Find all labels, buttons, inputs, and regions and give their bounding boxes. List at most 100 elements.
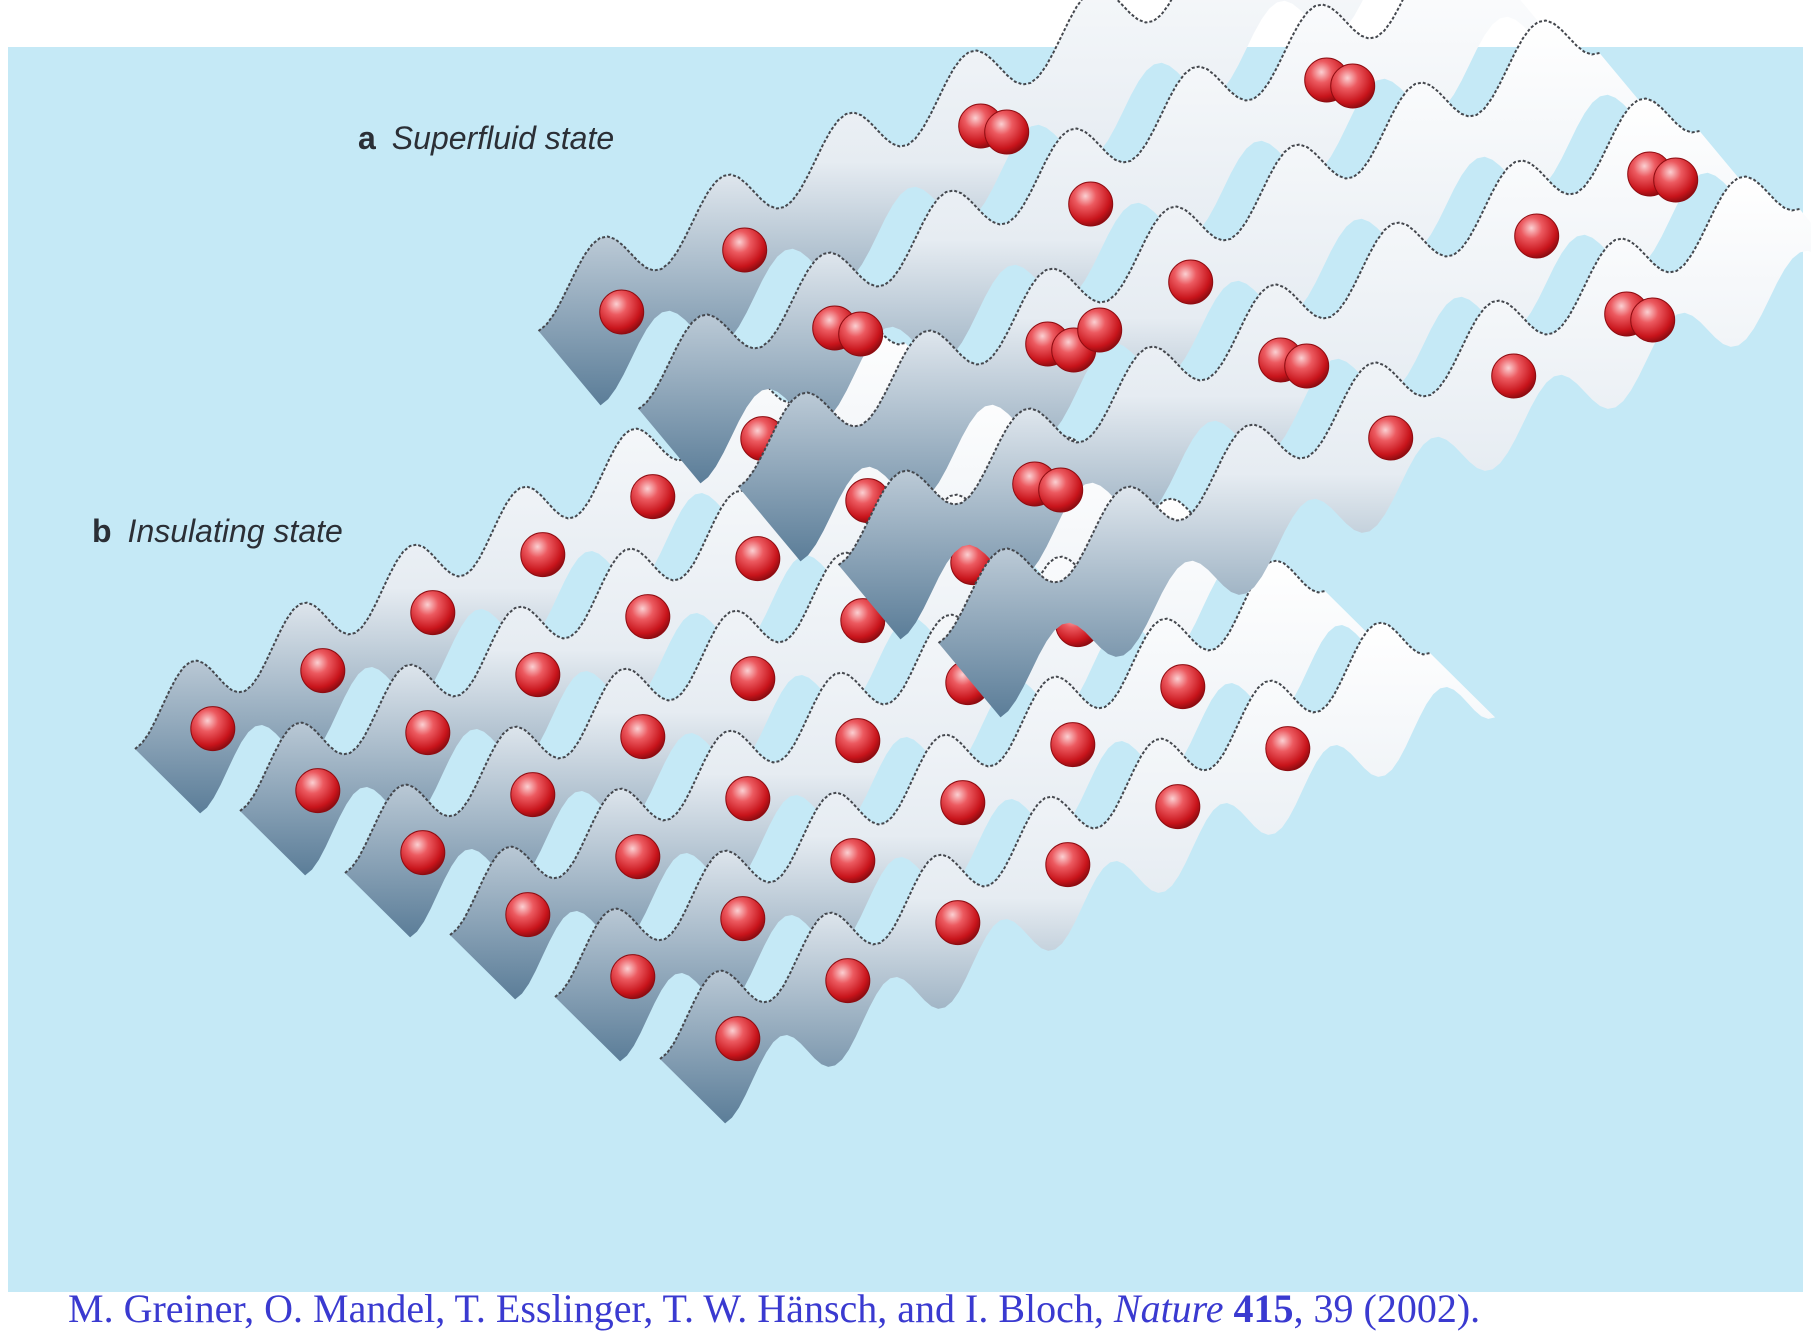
atom-group: [295, 768, 341, 814]
atom: [630, 474, 676, 520]
atom: [720, 896, 766, 942]
atom-group: [1514, 213, 1560, 259]
lattice-row: [659, 621, 1496, 1124]
atom: [410, 590, 456, 636]
lattice-crest-line: [537, 0, 1173, 332]
atom-group: [1265, 726, 1311, 772]
atom: [725, 776, 771, 822]
citation-pages-year: , 39 (2002).: [1293, 1286, 1481, 1331]
atom: [1330, 63, 1376, 109]
atom-group: [1025, 307, 1123, 373]
atom: [730, 656, 776, 702]
lattice-crest-line: [737, 19, 1600, 488]
atom-group: [410, 590, 456, 636]
atom-group: [1304, 57, 1376, 109]
atom-group: [1045, 842, 1091, 888]
lattice-crest-line: [554, 559, 1326, 998]
lattice-surface: [638, 0, 1562, 484]
atom: [840, 598, 886, 644]
atom: [615, 834, 661, 880]
atom: [935, 900, 981, 946]
panel-title-superfluid: Superfluid state: [391, 120, 615, 156]
atom-group: [620, 714, 666, 760]
atom-group: [840, 598, 886, 644]
atom-group: [835, 718, 881, 764]
atom: [505, 892, 551, 938]
atom-group: [615, 834, 661, 880]
atom: [984, 109, 1030, 155]
atom-group: [400, 830, 446, 876]
atom-group: [830, 838, 876, 884]
atom-group: [625, 594, 671, 640]
atom-group: [720, 896, 766, 942]
atom-group: [300, 648, 346, 694]
atom-group: [940, 780, 986, 826]
insulating-state-lattice: [134, 311, 1496, 1124]
atom: [520, 532, 566, 578]
citation-journal: Nature: [1113, 1286, 1224, 1331]
atom: [1038, 467, 1084, 513]
lattice-crest-line: [134, 311, 906, 750]
atom: [1514, 213, 1560, 259]
lattice-crest-line: [637, 0, 1404, 410]
atom: [1068, 181, 1114, 227]
atom: [940, 780, 986, 826]
lattice-row: [837, 97, 1762, 640]
atom: [1265, 726, 1311, 772]
lattice-row: [554, 559, 1391, 1062]
atom-group: [1368, 415, 1414, 461]
atom-group: [1068, 181, 1114, 227]
atom-group: [1012, 461, 1084, 513]
atom: [1045, 842, 1091, 888]
atom-group: [630, 474, 676, 520]
atom: [400, 830, 446, 876]
atom: [835, 718, 881, 764]
atom: [1160, 664, 1206, 710]
atom-group: [610, 954, 656, 1000]
atom: [610, 954, 656, 1000]
atom: [405, 710, 451, 756]
atom-group: [520, 532, 566, 578]
atom: [1077, 307, 1123, 353]
atom-group: [599, 289, 645, 335]
atom: [1653, 157, 1699, 203]
atom-group: [722, 227, 768, 273]
atom-group: [1604, 291, 1676, 343]
citation-caption: M. Greiner, O. Mandel, T. Esslinger, T. …: [68, 1285, 1480, 1332]
atom-group: [1050, 722, 1096, 768]
atom: [510, 772, 556, 818]
lattice-crest-line: [837, 97, 1700, 566]
atom-group: [825, 958, 871, 1004]
atom: [1155, 784, 1201, 830]
lattice-row: [637, 0, 1562, 484]
lattice-crest-line: [937, 175, 1800, 644]
atom: [190, 706, 236, 752]
lattice-row: [937, 175, 1811, 718]
atom: [722, 227, 768, 273]
panel-label-b: b Insulating state: [92, 513, 343, 550]
panel-letter-a: a: [358, 120, 376, 156]
atom-group: [725, 776, 771, 822]
atom-group: [1160, 664, 1206, 710]
atom-group: [715, 1016, 761, 1062]
atom: [625, 594, 671, 640]
atom: [300, 648, 346, 694]
atom-group: [735, 536, 781, 582]
atom: [1630, 297, 1676, 343]
superfluid-state-lattice: [537, 0, 1811, 718]
atom-group: [405, 710, 451, 756]
atom-group: [505, 892, 551, 938]
atom-group: [958, 103, 1030, 155]
atom: [1050, 722, 1096, 768]
citation-authors: M. Greiner, O. Mandel, T. Esslinger, T. …: [68, 1286, 1104, 1331]
atom: [838, 311, 884, 357]
atom-group: [190, 706, 236, 752]
atom-group: [515, 652, 561, 698]
atom: [825, 958, 871, 1004]
atom: [620, 714, 666, 760]
atom-group: [935, 900, 981, 946]
atom: [599, 289, 645, 335]
atom-group: [1258, 337, 1330, 389]
atom-group: [1168, 259, 1214, 305]
